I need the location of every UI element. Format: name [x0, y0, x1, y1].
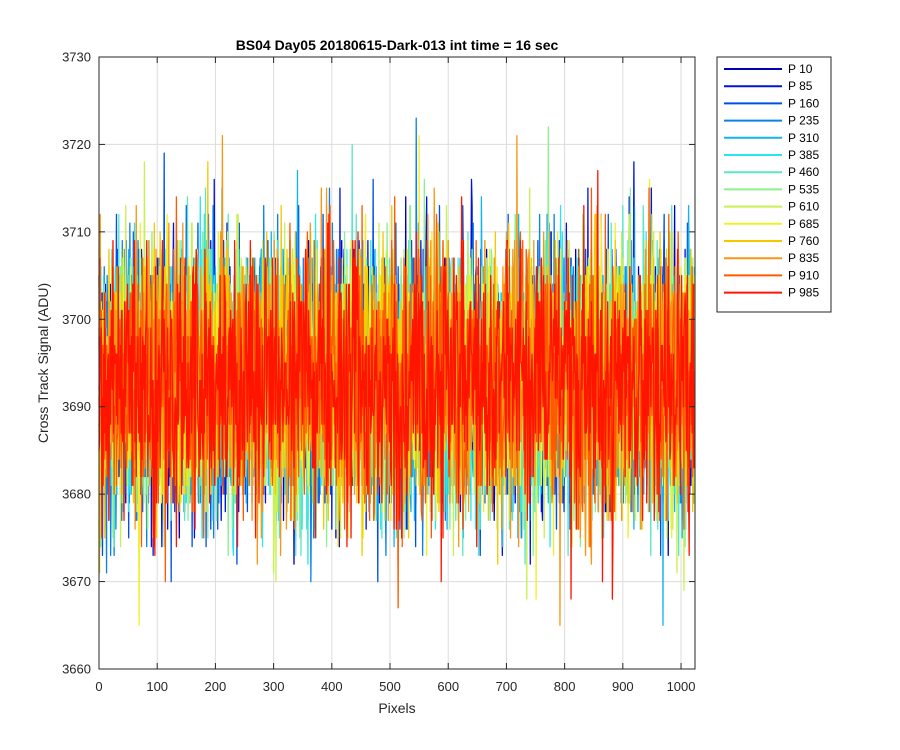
- legend-item: P 535: [724, 182, 819, 196]
- legend-label: P 535: [788, 182, 819, 196]
- legend-item: P 910: [724, 268, 819, 282]
- x-tick-label: 300: [263, 679, 285, 694]
- axes-box: [98, 56, 696, 670]
- legend-label: P 985: [788, 286, 819, 300]
- x-axis-title: Pixels: [378, 700, 415, 716]
- legend-label: P 10: [788, 62, 813, 76]
- legend-label: P 85: [788, 79, 813, 93]
- legend: P 10 P 85 P 160 P 235 P 310 P 385 P 460 P 535 P …: [716, 56, 832, 313]
- legend-item: P 235: [724, 114, 819, 128]
- y-tick-label: 3690: [62, 399, 91, 414]
- legend-label: P 760: [788, 234, 819, 248]
- chart-title: BS04 Day05 20180615-Dark-013 int time = …: [236, 37, 559, 53]
- legend-item: P 985: [724, 286, 819, 300]
- legend-item: P 760: [724, 234, 819, 248]
- x-tick-label: 100: [146, 679, 168, 694]
- x-tick-label: 0: [95, 679, 102, 694]
- legend-label: P 835: [788, 251, 819, 265]
- legend-label: P 385: [788, 148, 819, 162]
- y-tick-label: 3670: [62, 574, 91, 589]
- y-tick-label: 3720: [62, 137, 91, 152]
- y-tick-label: 3710: [62, 224, 91, 239]
- legend-item: P 610: [724, 200, 819, 214]
- legend-item: P 835: [724, 251, 819, 265]
- x-tick-label: 400: [321, 679, 343, 694]
- y-tick-label: 3700: [62, 312, 91, 327]
- legend-label: P 310: [788, 131, 819, 145]
- x-tick-label: 200: [205, 679, 227, 694]
- legend-item: P 10: [724, 62, 813, 76]
- x-tick-label: 900: [612, 679, 634, 694]
- y-tick-label: 3730: [62, 50, 91, 65]
- x-tick-labels: 0 100 200 300 400 500 600 700 800 900 1000: [95, 679, 695, 694]
- legend-item: P 685: [724, 217, 819, 231]
- legend-box: [716, 56, 832, 313]
- series-lines: [98, 117, 696, 626]
- x-tick-label: 500: [379, 679, 401, 694]
- x-tick-label: 800: [554, 679, 576, 694]
- legend-label: P 610: [788, 200, 819, 214]
- legend-label: P 685: [788, 217, 819, 231]
- y-tick-labels: 3660 3670 3680 3690 3700 3710 3720 3730: [62, 50, 91, 677]
- legend-item: P 460: [724, 165, 819, 179]
- legend-item: P 160: [724, 96, 819, 110]
- series-line-p-985: [98, 170, 696, 600]
- x-tick-label: 700: [496, 679, 518, 694]
- legend-label: P 235: [788, 114, 819, 128]
- legend-label: P 160: [788, 96, 819, 110]
- x-tick-label: 600: [437, 679, 459, 694]
- legend-item: P 310: [724, 131, 819, 145]
- y-tick-label: 3660: [62, 662, 91, 677]
- x-tick-label: 1000: [667, 679, 696, 694]
- legend-item: P 385: [724, 148, 819, 162]
- legend-label: P 910: [788, 268, 819, 282]
- axis-ticks: [98, 56, 695, 670]
- legend-item: P 85: [724, 79, 813, 93]
- y-tick-label: 3680: [62, 487, 91, 502]
- legend-label: P 460: [788, 165, 819, 179]
- y-axis-title: Cross Track Signal (ADU): [35, 283, 51, 443]
- plot-area: [98, 56, 696, 670]
